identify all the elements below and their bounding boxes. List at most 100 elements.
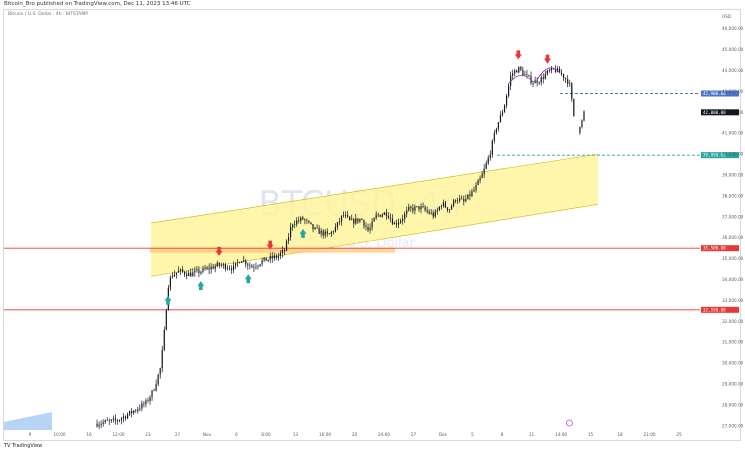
up-arrow-icon[interactable] bbox=[197, 281, 205, 291]
channel-upper-line[interactable] bbox=[150, 153, 599, 224]
candle-body bbox=[206, 267, 208, 270]
y-tick-label: 27,000.00 bbox=[722, 423, 744, 428]
candle-body bbox=[198, 269, 200, 274]
candle-body bbox=[200, 271, 202, 274]
chart-pane[interactable] bbox=[3, 9, 741, 441]
candle-body bbox=[355, 218, 357, 224]
candle-body bbox=[550, 68, 552, 71]
down-arrow-icon[interactable] bbox=[266, 240, 274, 250]
y-tick-label: 30,000.00 bbox=[722, 361, 744, 366]
candle-body bbox=[581, 120, 583, 127]
candle-body bbox=[448, 209, 451, 211]
candle-body bbox=[224, 264, 226, 270]
candle-body bbox=[501, 112, 504, 115]
y-tick-label: 40,000.00 bbox=[722, 152, 744, 157]
candle-body bbox=[573, 98, 575, 117]
candle-body bbox=[98, 424, 100, 427]
candle-body bbox=[395, 223, 398, 225]
candle-body bbox=[499, 114, 502, 123]
candle-body bbox=[287, 237, 290, 241]
ascending-channel-band[interactable] bbox=[151, 154, 598, 277]
y-tick-label: 34,000.00 bbox=[722, 277, 744, 282]
candle-body bbox=[406, 210, 408, 214]
candle-body bbox=[426, 210, 428, 212]
candle-body bbox=[436, 210, 438, 212]
candle-body bbox=[263, 257, 265, 261]
candle-body bbox=[243, 260, 245, 262]
x-tick-label: 6 bbox=[235, 432, 238, 437]
candle-body bbox=[536, 80, 538, 84]
candle-body bbox=[503, 105, 506, 113]
up-arrow-icon[interactable] bbox=[164, 295, 172, 305]
candle-body bbox=[194, 270, 196, 273]
candle-body bbox=[269, 256, 271, 260]
candle-body bbox=[491, 140, 493, 155]
candle-body bbox=[259, 264, 261, 266]
candle-body bbox=[175, 272, 178, 275]
x-tick-label: 8 bbox=[501, 432, 504, 437]
double-top-arc[interactable] bbox=[536, 67, 561, 82]
candle-body bbox=[314, 227, 316, 230]
tradingview-logo: TV TradingView bbox=[4, 443, 43, 449]
up-arrow-icon[interactable] bbox=[244, 274, 252, 284]
y-tick-label: 43,000.00 bbox=[722, 89, 744, 94]
candle-body bbox=[106, 420, 108, 422]
candle-body bbox=[518, 66, 520, 73]
candle-body bbox=[220, 265, 222, 266]
candle-body bbox=[510, 75, 512, 86]
down-arrow-icon[interactable] bbox=[514, 50, 522, 60]
candle-body bbox=[112, 418, 114, 420]
candle-body bbox=[261, 260, 263, 265]
candle-body bbox=[471, 191, 473, 197]
candle-body bbox=[239, 262, 241, 264]
candle-body bbox=[196, 269, 198, 271]
candle-body bbox=[571, 83, 573, 99]
down-arrow-icon[interactable] bbox=[215, 246, 223, 256]
candle-body bbox=[465, 199, 467, 202]
candle-body bbox=[505, 95, 508, 106]
candle-body bbox=[367, 226, 369, 231]
projection-shape[interactable] bbox=[4, 412, 52, 430]
candle-body bbox=[410, 206, 412, 208]
candle-body bbox=[546, 70, 548, 75]
candle-body bbox=[522, 69, 524, 76]
candle-body bbox=[373, 217, 375, 222]
candle-body bbox=[161, 349, 163, 369]
y-tick-label: 28,000.00 bbox=[722, 402, 744, 407]
y-tick-label: 35,000.00 bbox=[722, 256, 744, 261]
candle-body bbox=[493, 132, 495, 141]
candle-body bbox=[381, 214, 383, 217]
candle-body bbox=[145, 400, 147, 405]
y-tick-label: 46,000.00 bbox=[722, 26, 744, 31]
candle-body bbox=[377, 214, 379, 215]
candle-body bbox=[192, 272, 194, 277]
x-tick-label: 18 bbox=[617, 432, 623, 437]
candle-body bbox=[477, 180, 479, 186]
candle-body bbox=[186, 274, 188, 277]
x-tick-label: 12:00 bbox=[112, 432, 124, 437]
up-arrow-icon[interactable] bbox=[299, 228, 307, 238]
candle-body bbox=[120, 418, 123, 421]
candle-body bbox=[450, 205, 453, 210]
candle-body bbox=[96, 423, 98, 427]
x-tick-label: 8:00 bbox=[261, 432, 271, 437]
y-tick-label: 39,000.00 bbox=[722, 173, 744, 178]
candle-body bbox=[508, 85, 510, 96]
candle-body bbox=[267, 259, 269, 261]
down-arrow-icon[interactable] bbox=[544, 54, 552, 64]
candle-body bbox=[402, 218, 404, 221]
candle-body bbox=[292, 224, 294, 228]
x-tick-label: 13 bbox=[293, 432, 299, 437]
event-marker-icon[interactable] bbox=[566, 419, 573, 427]
candle-body bbox=[318, 228, 320, 234]
candle-body bbox=[463, 198, 465, 202]
candle-body bbox=[253, 267, 255, 269]
candle-body bbox=[147, 400, 149, 402]
double-top-arc[interactable] bbox=[508, 74, 534, 84]
candle-body bbox=[397, 222, 400, 225]
support-zone-highlight[interactable] bbox=[150, 247, 395, 253]
symbol-info-bar[interactable]: Bitcoin / U.S. Dollar · 4h · BITSTAMP bbox=[8, 12, 88, 17]
candle-body bbox=[216, 262, 218, 267]
